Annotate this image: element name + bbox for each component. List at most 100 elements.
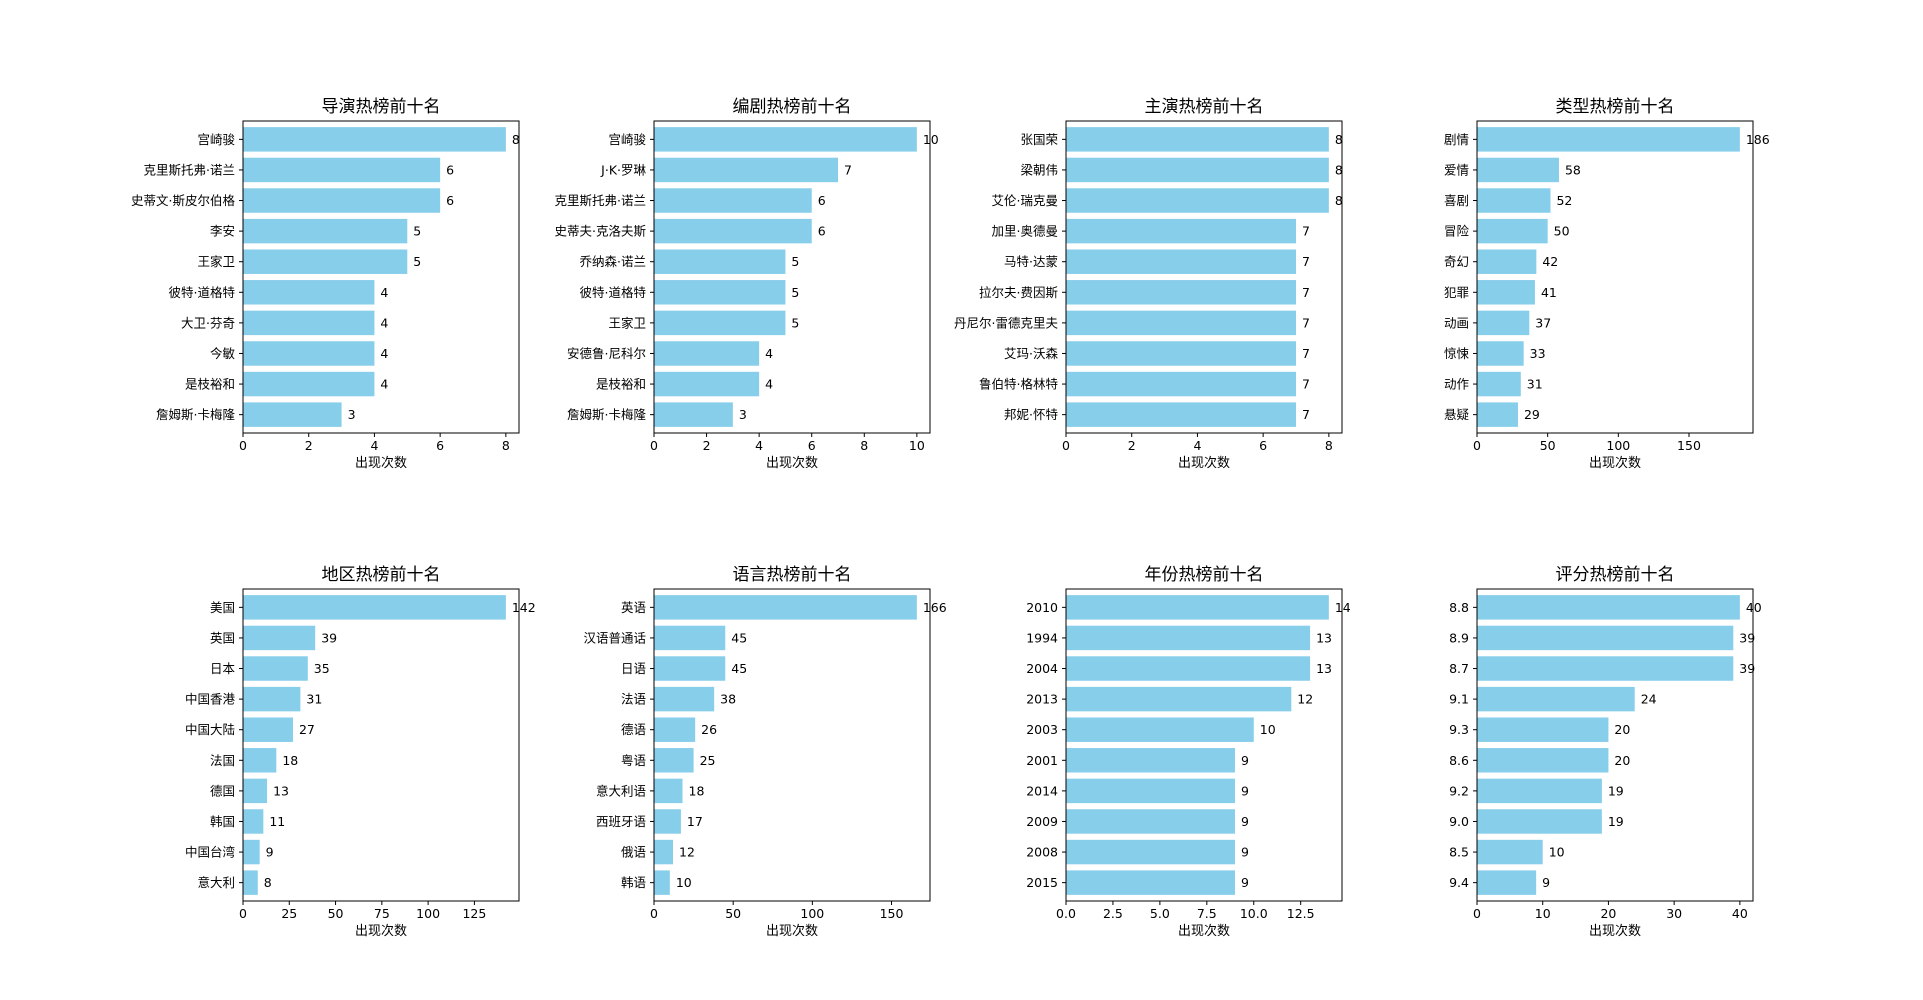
x-tick-label: 0 xyxy=(1473,438,1481,453)
x-tick-label: 150 xyxy=(1677,438,1701,453)
x-tick-label: 2.5 xyxy=(1103,906,1123,921)
data-label: 17 xyxy=(687,814,703,829)
bar xyxy=(654,188,812,213)
category-label: 乔纳森·诺兰 xyxy=(580,254,646,269)
data-label: 9 xyxy=(1241,845,1249,860)
bar xyxy=(654,809,681,834)
bar xyxy=(1477,157,1559,183)
data-label: 6 xyxy=(446,162,454,177)
bar xyxy=(1477,748,1609,773)
bar xyxy=(654,686,715,712)
bar xyxy=(1066,625,1311,651)
bar xyxy=(1066,809,1235,834)
category-label: 是枝裕和 xyxy=(185,377,235,392)
bar xyxy=(654,625,726,651)
data-label: 10 xyxy=(676,875,692,890)
bar xyxy=(1066,249,1296,274)
x-tick-label: 50 xyxy=(328,906,344,921)
data-label: 7 xyxy=(1302,315,1310,330)
x-axis-label: 出现次数 xyxy=(1589,923,1641,939)
category-label: J·K·罗琳 xyxy=(600,162,646,177)
bar xyxy=(654,778,683,804)
bar xyxy=(243,656,308,681)
data-label: 5 xyxy=(413,224,421,239)
x-tick-label: 50 xyxy=(1540,438,1556,453)
bar xyxy=(654,870,670,895)
category-label: 2013 xyxy=(1026,692,1058,707)
bar xyxy=(243,310,375,336)
x-tick-label: 5.0 xyxy=(1150,906,1170,921)
bar xyxy=(1477,127,1740,152)
data-label: 35 xyxy=(314,661,330,676)
chart-panel-5: 美国 142 英国 39 日本 35 中国香港 31 中国大陆 27 法国 18 德国 13 韩国 11 中国台… xyxy=(185,565,536,939)
data-label: 4 xyxy=(765,377,773,392)
category-label: 9.2 xyxy=(1449,783,1469,798)
category-label: 彼特·道格特 xyxy=(169,285,235,300)
data-label: 3 xyxy=(739,407,747,422)
data-label: 8 xyxy=(1335,132,1343,147)
category-label: 意大利 xyxy=(197,875,235,890)
data-label: 20 xyxy=(1614,722,1630,737)
data-label: 7 xyxy=(1302,254,1310,269)
category-label: 2008 xyxy=(1026,845,1058,860)
data-label: 186 xyxy=(1746,132,1770,147)
x-tick-label: 100 xyxy=(416,906,440,921)
category-label: 是枝裕和 xyxy=(596,377,646,392)
x-tick-label: 150 xyxy=(880,906,904,921)
x-tick-label: 50 xyxy=(725,906,741,921)
bar xyxy=(1066,595,1329,620)
data-label: 3 xyxy=(348,407,356,422)
category-label: 英语 xyxy=(621,600,646,615)
bar xyxy=(1477,870,1537,895)
bar xyxy=(243,778,268,804)
chart-title: 评分热榜前十名 xyxy=(1556,565,1675,585)
bar xyxy=(1477,280,1535,305)
bar xyxy=(654,218,812,244)
data-label: 6 xyxy=(818,193,826,208)
data-label: 33 xyxy=(1530,346,1546,361)
bar xyxy=(1477,371,1521,397)
bar xyxy=(1477,625,1734,651)
category-label: 鲁伯特·格林特 xyxy=(979,377,1058,392)
bar xyxy=(1066,310,1296,336)
data-label: 40 xyxy=(1746,600,1762,615)
data-label: 6 xyxy=(818,224,826,239)
category-label: 9.3 xyxy=(1449,722,1469,737)
bar xyxy=(654,157,838,183)
data-label: 4 xyxy=(380,346,388,361)
category-label: 韩国 xyxy=(210,814,235,829)
bar xyxy=(1066,188,1329,213)
data-label: 7 xyxy=(1302,346,1310,361)
x-axis-label: 出现次数 xyxy=(766,455,818,471)
bar xyxy=(243,686,301,712)
category-label: 邦妮·怀特 xyxy=(1004,407,1058,422)
bar xyxy=(243,188,441,213)
bar xyxy=(1477,656,1734,681)
axes-frame xyxy=(1476,120,1754,434)
x-tick-label: 125 xyxy=(462,906,486,921)
chart-panel-6: 英语 166 汉语普通话 45 日语 45 法语 38 德语 26 粤语 25 意大利语 18 西班牙语 17… xyxy=(583,565,946,939)
chart-panel-7: 2010 14 1994 13 2004 13 2013 12 2003 10 2001 9 2014 9… xyxy=(1026,565,1351,939)
data-label: 9 xyxy=(1241,875,1249,890)
x-tick-label: 0.0 xyxy=(1056,906,1076,921)
category-label: 2009 xyxy=(1026,814,1058,829)
category-label: 德国 xyxy=(210,783,235,798)
bar xyxy=(1066,218,1296,244)
bar xyxy=(243,249,408,274)
x-tick-label: 2 xyxy=(703,438,711,453)
bar xyxy=(243,595,506,620)
category-label: 2004 xyxy=(1026,661,1058,676)
chart-title: 导演热榜前十名 xyxy=(322,97,441,117)
category-label: 2010 xyxy=(1026,600,1058,615)
x-tick-label: 7.5 xyxy=(1197,906,1217,921)
category-label: 梁朝伟 xyxy=(1020,162,1058,177)
chart-panel-1: 宫崎骏 8 克里斯托弗·诺兰 6 史蒂文·斯皮尔伯格 6 李安 5 王家卫 5 彼特·道格特 4 大卫·… xyxy=(131,97,520,471)
category-label: 犯罪 xyxy=(1444,285,1469,300)
category-label: 史蒂文·斯皮尔伯格 xyxy=(131,193,235,208)
data-label: 8 xyxy=(1335,193,1343,208)
chart-title: 主演热榜前十名 xyxy=(1145,97,1264,117)
bar xyxy=(1477,595,1740,620)
data-label: 8 xyxy=(512,132,520,147)
bar xyxy=(1477,686,1635,712)
data-label: 29 xyxy=(1524,407,1540,422)
